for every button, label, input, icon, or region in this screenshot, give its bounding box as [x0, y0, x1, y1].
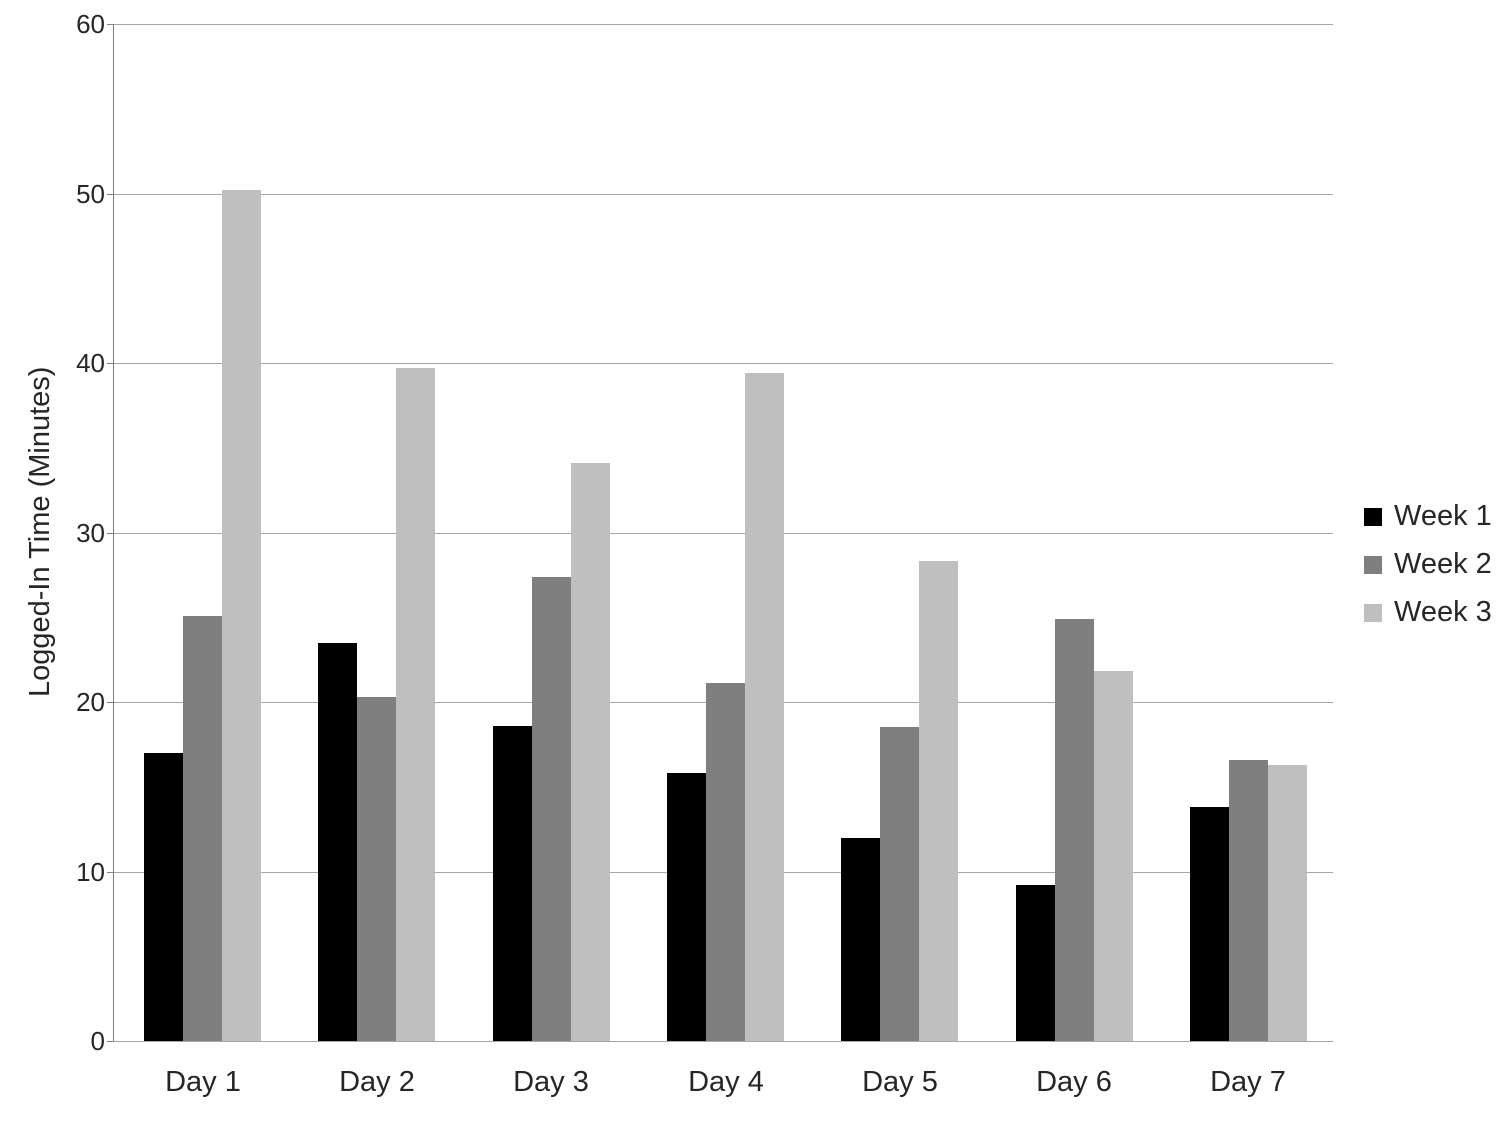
x-axis-label-day-4: Day 4	[688, 1066, 764, 1098]
legend-swatch-week-1	[1364, 507, 1382, 526]
legend-label-week-2: Week 2	[1394, 548, 1492, 580]
bar-week-3-day-5	[919, 561, 958, 1041]
gridline-60	[113, 24, 1333, 25]
legend-swatch-week-3	[1364, 603, 1382, 622]
y-axis-tick-30	[107, 533, 113, 534]
bar-week-3-day-1	[222, 190, 261, 1041]
bar-week-2-day-3	[532, 577, 571, 1041]
bar-week-1-day-1	[144, 753, 183, 1041]
bar-week-1-day-2	[318, 643, 357, 1041]
bar-week-1-day-5	[841, 838, 880, 1041]
x-axis-label-day-1: Day 1	[165, 1066, 241, 1098]
gridline-50	[113, 194, 1333, 195]
x-axis-label-day-6: Day 6	[1036, 1066, 1112, 1098]
gridline-0	[113, 1041, 1333, 1042]
y-axis-tick-10	[107, 872, 113, 873]
y-tick-label-0: 0	[90, 1026, 105, 1056]
legend: Week 1 Week 2 Week 3	[1364, 500, 1492, 644]
legend-label-week-3: Week 3	[1394, 596, 1492, 628]
legend-label-week-1: Week 1	[1394, 500, 1492, 532]
gridline-30	[113, 533, 1333, 534]
legend-item-week-3: Week 3	[1364, 596, 1492, 629]
bar-week-2-day-2	[357, 697, 396, 1041]
legend-item-week-2: Week 2	[1364, 548, 1492, 581]
bar-week-3-day-2	[396, 368, 435, 1041]
bar-week-2-day-1	[183, 616, 222, 1041]
y-axis-tick-40	[107, 363, 113, 364]
y-tick-label-50: 50	[76, 179, 105, 209]
gridline-40	[113, 363, 1333, 364]
bar-week-2-day-7	[1229, 760, 1268, 1041]
bar-week-1-day-7	[1190, 807, 1229, 1041]
bar-week-2-day-6	[1055, 619, 1094, 1041]
bar-week-3-day-3	[571, 463, 610, 1041]
bar-week-1-day-4	[667, 773, 706, 1041]
bar-week-3-day-4	[745, 373, 784, 1041]
y-tick-label-10: 10	[76, 857, 105, 887]
legend-swatch-week-2	[1364, 555, 1382, 574]
bar-week-2-day-4	[706, 683, 745, 1041]
y-axis-tick-20	[107, 702, 113, 703]
y-axis-line	[113, 24, 114, 1041]
bar-week-1-day-3	[493, 726, 532, 1041]
x-axis-label-day-5: Day 5	[862, 1066, 938, 1098]
bar-week-2-day-5	[880, 727, 919, 1041]
legend-item-week-1: Week 1	[1364, 500, 1492, 533]
y-tick-label-60: 60	[76, 9, 105, 39]
x-axis-label-day-7: Day 7	[1210, 1066, 1286, 1098]
y-tick-label-20: 20	[76, 687, 105, 717]
bar-week-3-day-6	[1094, 671, 1133, 1041]
y-axis-tick-50	[107, 194, 113, 195]
x-axis-label-day-3: Day 3	[513, 1066, 589, 1098]
bar-week-3-day-7	[1268, 765, 1307, 1041]
y-tick-label-40: 40	[76, 348, 105, 378]
y-tick-label-30: 30	[76, 518, 105, 548]
x-axis-label-day-2: Day 2	[339, 1066, 415, 1098]
bar-week-1-day-6	[1016, 885, 1055, 1041]
y-axis-tick-60	[107, 24, 113, 25]
y-axis-tick-0	[107, 1041, 113, 1042]
